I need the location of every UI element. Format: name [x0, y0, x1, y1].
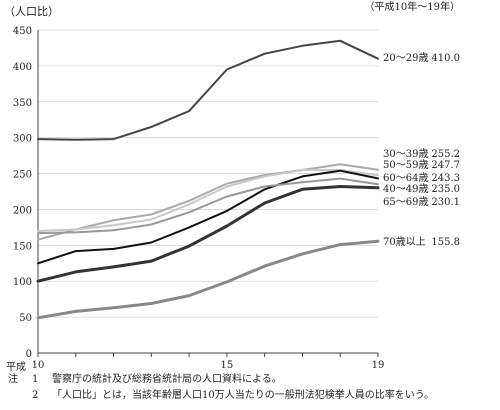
- series-name-label: 60～64歳: [383, 172, 428, 184]
- series-value-label: 255.2: [431, 149, 460, 160]
- series-name-label: 30～39歳: [383, 148, 428, 160]
- series-line: [37, 169, 379, 232]
- footnote-1: 注 1 警察庁の統計及び総務省統計局の人口資料による。: [8, 372, 434, 388]
- line-chart: （人口比） （平成10年～19年） 0 50 100 150 200 250 300 350 4…: [4, 0, 460, 372]
- series-value-label: 230.1: [431, 197, 460, 208]
- y-tick-label: 0: [26, 349, 32, 360]
- y-tick-label: 300: [13, 134, 32, 145]
- x-axis: 10 15 19: [32, 353, 385, 371]
- series-line: [36, 239, 380, 320]
- footnote-text: 「人口比」とは，当該年齢層人口10万人当たりの一般刑法犯検挙人員の比率をいう。: [52, 390, 435, 401]
- series-line: [37, 177, 379, 235]
- series-name-label: 40～49歳: [383, 183, 428, 195]
- y-tick-label: 450: [13, 26, 32, 37]
- y-tick-label: 400: [13, 62, 32, 73]
- footnote-2: 2 「人口比」とは，当該年齢層人口10万人当たりの一般刑法犯検挙人員の比率をいう。: [8, 388, 434, 404]
- series-value-label: 410.0: [431, 53, 460, 64]
- y-tick-label: 350: [13, 98, 32, 109]
- y-axis-title: （人口比）: [4, 5, 59, 18]
- series-line: [37, 163, 379, 241]
- footnotes: 注 1 警察庁の統計及び総務省統計局の人口資料による。 2 「人口比」とは，当該年齢層…: [8, 372, 434, 404]
- y-tick-label: 100: [13, 277, 32, 288]
- footnote-number: 1: [32, 374, 39, 385]
- series-line: [37, 39, 379, 141]
- series-value-label: 247.7: [431, 160, 460, 171]
- series-name-label: 65～69歳: [383, 196, 428, 208]
- series-labels: 20～29歳 410.030～39歳 255.250～59歳 247.760～64歳 2…: [383, 52, 460, 248]
- series-name-label: 70歳以上: [383, 236, 426, 248]
- series-value-label: 155.8: [431, 237, 460, 248]
- x-tick-label: 15: [221, 360, 234, 371]
- x-tick-label: 10: [32, 360, 45, 371]
- y-tick-label: 250: [13, 170, 32, 181]
- series-line: [37, 169, 379, 265]
- footnote-text: 警察庁の統計及び総務省統計局の人口資料による。: [52, 374, 282, 385]
- series-value-label: 235.0: [431, 184, 460, 195]
- series-group: [36, 39, 380, 320]
- y-axis: 0 50 100 150 200 250 300 350 400 450: [13, 26, 378, 360]
- x-tick-label: 19: [372, 360, 385, 371]
- x-axis-era-label: 平成: [6, 361, 26, 372]
- footnote-number: 2: [32, 390, 39, 401]
- y-tick-label: 50: [19, 313, 32, 324]
- period-note: （平成10年～19年）: [365, 0, 460, 13]
- series-name-label: 50～59歳: [383, 159, 428, 171]
- series-line: [36, 185, 380, 283]
- y-tick-label: 150: [13, 241, 32, 252]
- footnote-head: 注: [8, 374, 18, 385]
- y-tick-label: 200: [13, 205, 32, 216]
- series-value-label: 243.3: [431, 173, 460, 184]
- series-name-label: 20～29歳: [383, 52, 428, 64]
